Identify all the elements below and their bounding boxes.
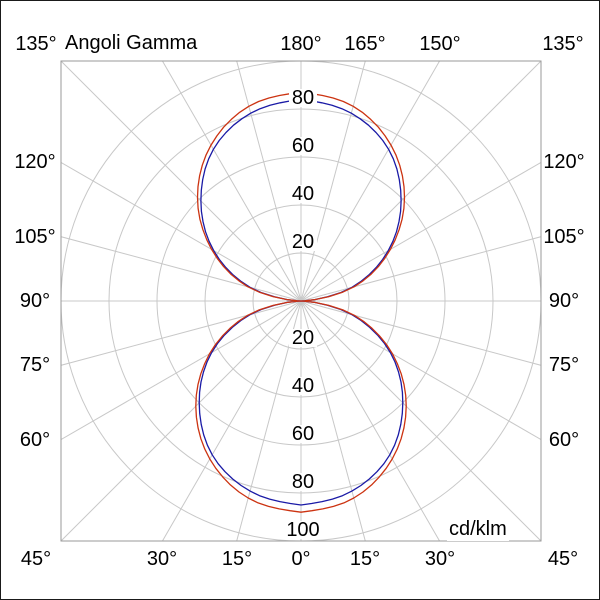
radial-tick-label-bg — [289, 185, 317, 203]
angle-label: 60° — [549, 429, 579, 451]
angle-label: 30° — [147, 548, 177, 570]
radial-tick-label-bg — [289, 89, 317, 107]
angle-label: 135° — [15, 33, 56, 55]
radial-tick-label: 60 — [292, 135, 314, 157]
unit-label: cd/klm — [447, 518, 509, 541]
angle-label: 0° — [291, 548, 310, 570]
grid-spoke — [61, 161, 302, 302]
radial-tick-label: 60 — [292, 423, 314, 445]
grid-spoke — [161, 61, 302, 302]
angle-label: 45° — [548, 548, 578, 570]
grid-spoke — [300, 61, 366, 302]
angle-label: 30° — [425, 548, 455, 570]
angle-label: 180° — [280, 33, 321, 55]
radial-tick-label: 100 — [286, 519, 319, 541]
radial-tick-label-bg — [289, 473, 317, 491]
grid-spoke — [300, 61, 441, 302]
grid-spoke — [161, 300, 302, 541]
grid-spoke — [61, 300, 302, 366]
grid-spoke — [236, 61, 302, 302]
radial-tick-label: 40 — [292, 375, 314, 397]
angle-label: 135° — [542, 33, 583, 55]
chart-title: Angoli Gamma — [65, 32, 198, 54]
grid-spoke — [61, 236, 302, 302]
angle-label: 165° — [344, 33, 385, 55]
grid-spoke — [300, 300, 541, 366]
radial-tick-label: 80 — [292, 87, 314, 109]
angle-label: 120° — [14, 151, 55, 173]
angle-label: 90° — [20, 290, 50, 312]
angle-label: 105° — [14, 226, 55, 248]
angle-label: 15° — [350, 548, 380, 570]
angle-label: 90° — [549, 290, 579, 312]
angle-label: 120° — [543, 151, 584, 173]
radial-tick-label-bg — [289, 137, 317, 155]
angle-label: 150° — [419, 33, 460, 55]
grid-spoke — [61, 300, 302, 541]
radial-tick-label-bg — [289, 377, 317, 395]
radial-tick-label: 40 — [292, 183, 314, 205]
grid-spoke — [300, 236, 541, 302]
angle-label: 15° — [222, 548, 252, 570]
angle-label: 75° — [20, 354, 50, 376]
radial-tick-label-bg — [283, 521, 323, 539]
grid-spoke — [300, 161, 541, 302]
angle-label: 105° — [543, 226, 584, 248]
grid-spoke — [61, 61, 302, 302]
angle-label: 60° — [20, 429, 50, 451]
grid-spoke — [61, 300, 302, 441]
angle-label: 75° — [549, 354, 579, 376]
radial-tick-label-bg — [289, 425, 317, 443]
radial-tick-label-bg — [289, 233, 317, 251]
grid-spoke — [300, 300, 541, 441]
grid-spoke — [300, 61, 541, 302]
radial-tick-label: 80 — [292, 471, 314, 493]
grid-spoke — [300, 300, 541, 541]
radial-tick-label: 20 — [292, 231, 314, 253]
radial-tick-label-bg — [289, 329, 317, 347]
grid-spoke — [300, 300, 366, 541]
plot-frame — [60, 60, 542, 542]
radial-tick-label: 20 — [292, 327, 314, 349]
grid-spoke — [300, 300, 441, 541]
grid-spoke — [236, 300, 302, 541]
angle-label: 45° — [21, 548, 51, 570]
